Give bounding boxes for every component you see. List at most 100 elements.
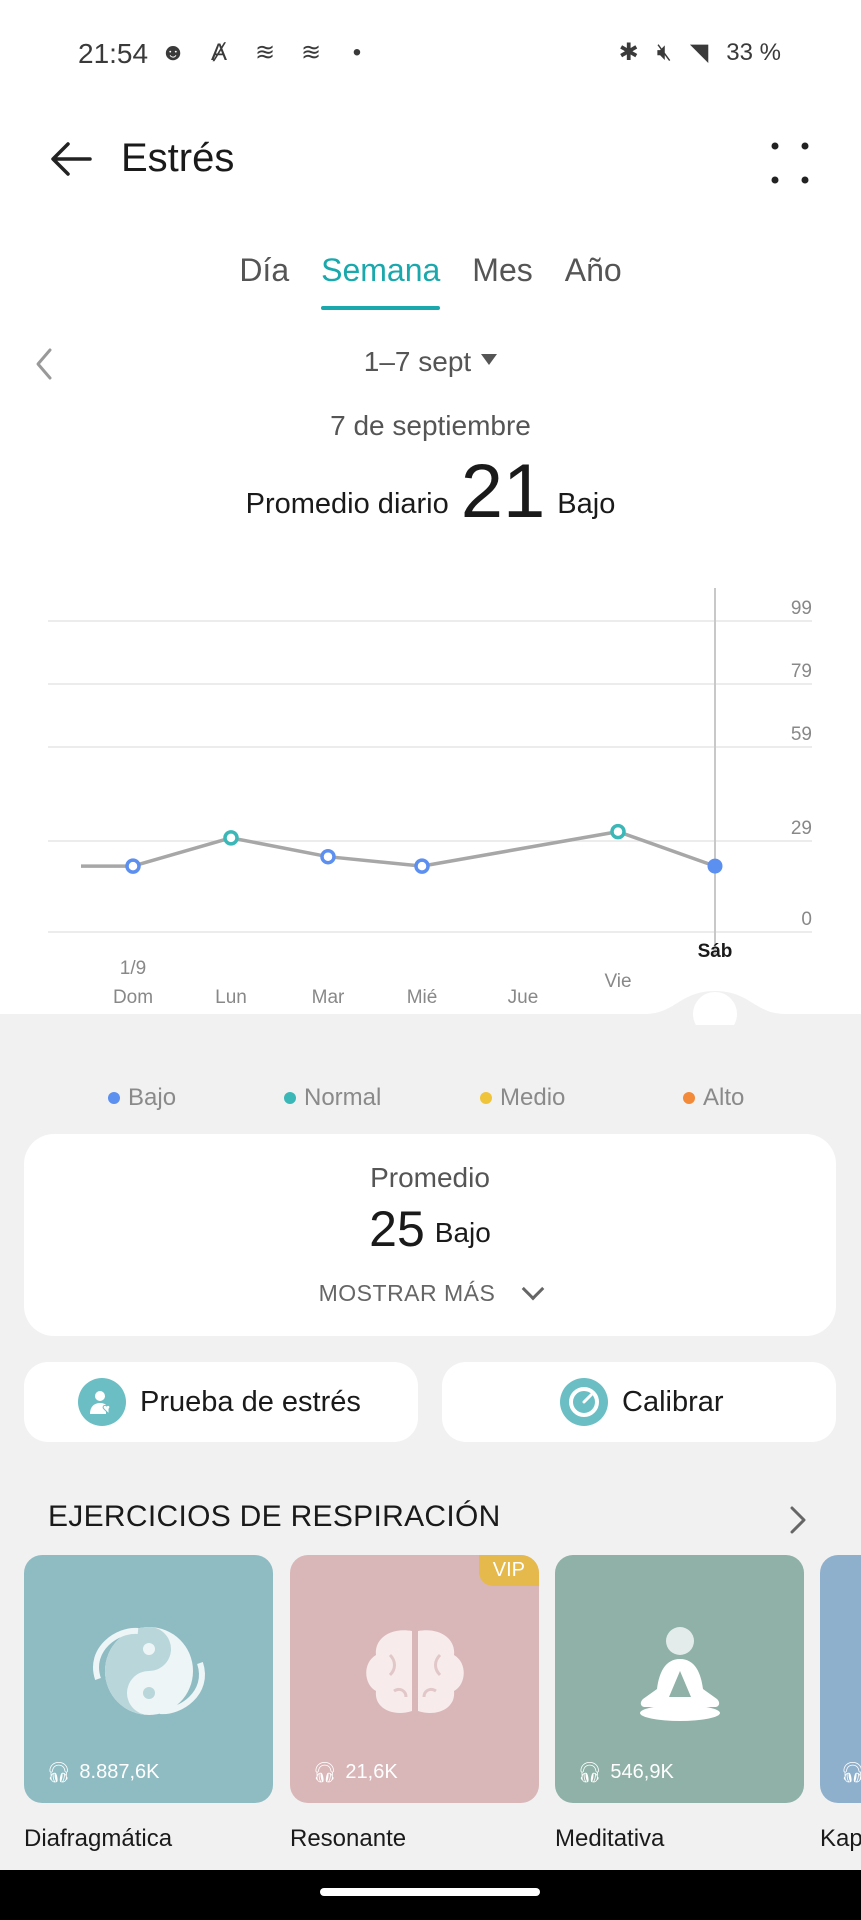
system-icons: ✱ 🔇︎ ◥ 33 % <box>619 38 781 67</box>
legend-dot <box>108 1092 120 1104</box>
average-level: Bajo <box>434 1217 491 1248</box>
average-card: Promedio 25 Bajo MOSTRAR MÁS <box>24 1134 836 1336</box>
listen-count: 🎧︎ 21,6K <box>312 1760 398 1785</box>
home-indicator[interactable] <box>320 1888 540 1896</box>
exercise-card-diafragmatica[interactable]: 🎧︎ 8.887,6K <box>24 1555 273 1803</box>
listen-count-value: 21,6K <box>345 1761 398 1783</box>
x-tick-label: Vie <box>604 971 631 992</box>
bluetooth-icon: ✱ <box>618 39 639 66</box>
headphones-icon: 🎧︎ <box>46 1762 72 1784</box>
dot-icon: • <box>352 38 362 66</box>
daily-average-level: Bajo <box>557 488 616 520</box>
average-title: Promedio <box>370 1162 490 1193</box>
exercises-title: EJERCICIOS DE RESPIRACIÓN <box>48 1500 501 1533</box>
legend: Bajo Normal Medio Alto <box>0 1084 861 1124</box>
listen-count-value: 8.887,6K <box>79 1761 160 1783</box>
daily-average-value: 21 <box>460 449 546 534</box>
mute-icon: 🔇︎ <box>656 38 672 66</box>
yin-yang-icon <box>93 1627 205 1715</box>
x-date-label: 1/9 <box>120 958 146 979</box>
more-options-icon[interactable] <box>765 138 815 188</box>
show-more-button[interactable]: MOSTRAR MÁS <box>24 1277 836 1307</box>
caret-down-icon <box>481 354 498 366</box>
legend-label: Medio <box>500 1084 566 1111</box>
chevron-down-icon <box>522 1277 545 1301</box>
exercise-name: Resonante <box>290 1825 407 1852</box>
stress-test-label: Prueba de estrés <box>140 1385 361 1418</box>
headphones-icon: 🎧︎ <box>840 1762 861 1784</box>
average-value: 25 <box>369 1201 425 1257</box>
status-bar: 21:54 ☻ Ⱥ ≋ ≋ • ✱ 🔇︎ ◥ 33 % <box>0 34 861 74</box>
headphones-icon: 🎧︎ <box>577 1762 603 1784</box>
y-tick-label: 99 <box>791 598 812 619</box>
chart-slider-handle <box>693 992 737 1025</box>
chevron-right-icon[interactable] <box>783 1504 813 1536</box>
date-range-label: 1–7 sept <box>363 346 472 377</box>
meditation-icon <box>640 1627 720 1721</box>
tab-mes[interactable]: Mes <box>472 252 533 288</box>
stress-week-chart[interactable]: 99 79 59 29 0 1/9 Dom Lun Mar Mié Jue Vie Sáb <box>0 555 861 1025</box>
app-a-icon: Ⱥ <box>210 38 227 66</box>
exercise-name: Meditativa <box>555 1825 665 1852</box>
health-icon: ≋ <box>254 39 276 66</box>
data-point <box>414 858 430 874</box>
show-more-label: MOSTRAR MÁS <box>318 1280 496 1306</box>
headphones-icon: 🎧︎ <box>312 1762 338 1784</box>
listen-count: 🎧︎ <box>840 1760 861 1785</box>
vip-badge: VIP <box>478 1555 539 1586</box>
data-point-selected <box>707 858 723 874</box>
exercise-name: Diafragmática <box>24 1825 173 1852</box>
page-title: Estrés <box>121 136 235 180</box>
face-icon: ☻ <box>160 38 186 66</box>
x-tick-label: Jue <box>508 987 539 1008</box>
data-point <box>125 858 141 874</box>
top-panel <box>0 0 861 1014</box>
exercise-name: Kap <box>820 1825 861 1852</box>
x-tick-label: Mar <box>312 987 345 1008</box>
stress-test-button[interactable]: Prueba de estrés <box>24 1362 418 1442</box>
selected-date: 7 de septiembre <box>330 410 531 441</box>
y-tick-label: 79 <box>791 661 812 682</box>
chart-slider-track <box>0 991 861 1025</box>
tab-semana[interactable]: Semana <box>305 252 456 310</box>
legend-dot <box>480 1092 492 1104</box>
date-range-row: 1–7 sept <box>0 342 861 386</box>
calibrate-button[interactable]: Calibrar <box>442 1362 836 1442</box>
daily-average: Promedio diario 21 Bajo <box>0 448 861 535</box>
brain-icon <box>366 1630 464 1713</box>
chevron-left-icon[interactable] <box>34 346 54 382</box>
gesture-nav-bar <box>0 1870 861 1920</box>
exercise-card-meditativa[interactable]: 🎧︎ 546,9K <box>555 1555 804 1803</box>
exercise-card-kap[interactable]: 🎧︎ <box>820 1555 861 1803</box>
legend-label: Bajo <box>128 1084 177 1111</box>
x-tick-label: Lun <box>215 987 247 1008</box>
daily-average-label: Promedio diario <box>245 488 449 520</box>
legend-dot <box>683 1092 695 1104</box>
back-arrow-icon[interactable] <box>46 134 96 184</box>
person-heart-icon <box>78 1378 126 1426</box>
legend-medio: Medio <box>480 1084 565 1112</box>
date-range-dropdown[interactable]: 1–7 sept <box>0 346 861 378</box>
exercise-card-resonante[interactable]: VIP 🎧︎ 21,6K <box>290 1555 539 1803</box>
notification-icons: ☻ Ⱥ ≋ ≋ • <box>158 38 372 67</box>
data-point <box>223 830 239 846</box>
tab-dia[interactable]: Día <box>239 252 290 288</box>
legend-label: Normal <box>304 1084 382 1111</box>
health-icon-2: ≋ <box>300 39 322 66</box>
y-tick-label: 0 <box>801 909 812 930</box>
data-point <box>320 848 336 865</box>
x-tick-label: Mié <box>407 987 438 1008</box>
tab-ano[interactable]: Año <box>564 252 622 288</box>
battery-level: 33 % <box>726 38 781 66</box>
legend-label: Alto <box>703 1084 745 1111</box>
x-tick-label: Sáb <box>698 941 733 962</box>
app-header: Estrés <box>0 130 861 196</box>
listen-count-value: 546,9K <box>610 1761 674 1783</box>
wifi-icon: ◥ <box>689 39 709 66</box>
legend-bajo: Bajo <box>108 1084 176 1112</box>
y-tick-label: 29 <box>791 818 812 839</box>
status-time: 21:54 <box>78 38 149 69</box>
gauge-icon <box>560 1378 608 1426</box>
legend-alto: Alto <box>683 1084 744 1112</box>
calibrate-label: Calibrar <box>622 1385 724 1418</box>
